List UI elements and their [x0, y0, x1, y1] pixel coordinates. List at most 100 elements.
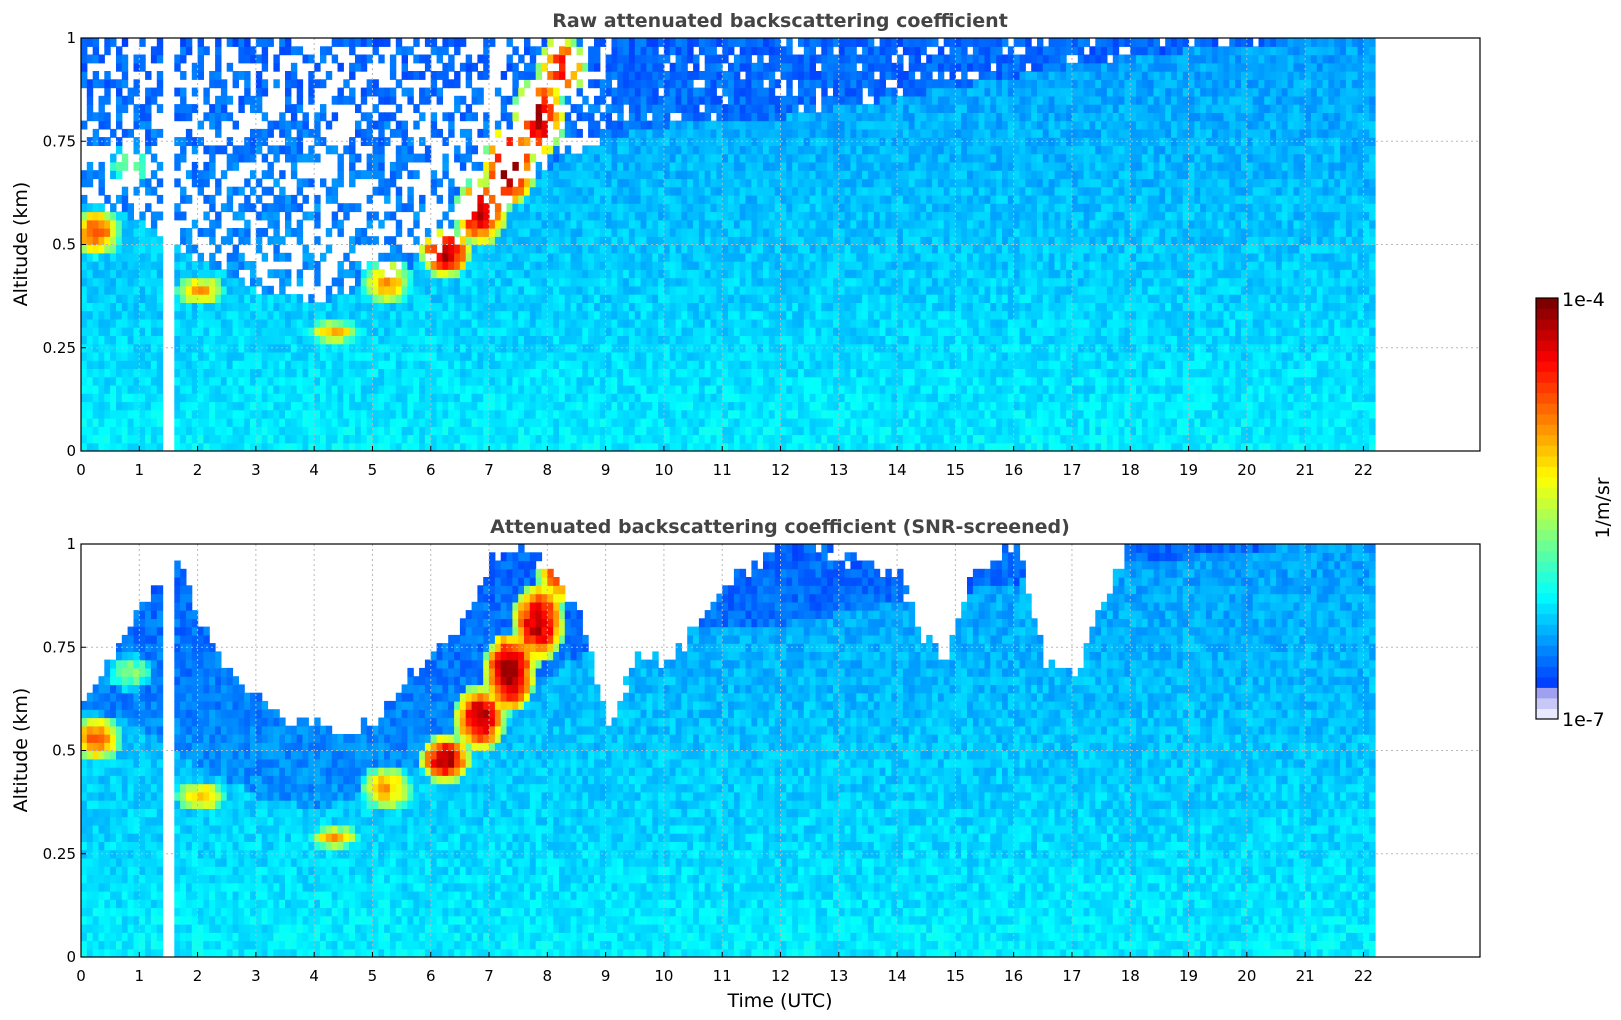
- heatmap-cell: [308, 360, 315, 369]
- heatmap-cell: [238, 38, 245, 47]
- heatmap-cell: [185, 409, 193, 419]
- heatmap-cell: [809, 294, 816, 303]
- heatmap-cell: [687, 384, 694, 394]
- heatmap-cell: [471, 384, 478, 394]
- heatmap-cell: [471, 335, 478, 345]
- heatmap-cell: [477, 409, 484, 419]
- heatmap-cell: [459, 38, 467, 47]
- heatmap-cell: [518, 426, 525, 436]
- heatmap-cell: [570, 351, 577, 361]
- heatmap-cell: [116, 219, 123, 229]
- heatmap-cell: [774, 120, 782, 130]
- heatmap-cell: [442, 38, 449, 47]
- heatmap-cell: [623, 95, 630, 105]
- heatmap-cell: [372, 277, 379, 287]
- heatmap-cell: [372, 285, 379, 295]
- heatmap-cell: [372, 368, 379, 378]
- heatmap-cell: [768, 95, 776, 105]
- heatmap-cell: [331, 384, 339, 394]
- heatmap-cell: [389, 409, 397, 419]
- heatmap-cell: [185, 46, 193, 56]
- heatmap-cell: [133, 228, 140, 237]
- heatmap-cell: [267, 418, 274, 427]
- heatmap-cell: [232, 393, 239, 403]
- heatmap-cell: [145, 71, 152, 80]
- heatmap-cell: [209, 145, 216, 155]
- heatmap-cell: [244, 302, 251, 312]
- heatmap-cell: [343, 95, 350, 105]
- heatmap-cell: [553, 54, 560, 64]
- heatmap-cell: [436, 219, 443, 229]
- heatmap-cell: [733, 87, 741, 97]
- heatmap-cell: [325, 228, 333, 237]
- heatmap-cell: [652, 79, 659, 89]
- heatmap-cell: [220, 426, 228, 436]
- heatmap-cell: [803, 153, 811, 163]
- heatmap-cell: [407, 194, 414, 204]
- heatmap-cell: [86, 161, 94, 171]
- heatmap-cell: [436, 46, 443, 56]
- heatmap-cell: [185, 285, 193, 295]
- heatmap-cell: [494, 153, 502, 163]
- heatmap-cell: [704, 376, 712, 386]
- heatmap-cell: [226, 409, 234, 419]
- heatmap-cell: [792, 442, 799, 451]
- heatmap-cell: [121, 294, 129, 303]
- heatmap-cell: [611, 62, 618, 72]
- heatmap-cell: [518, 228, 525, 237]
- heatmap-cell: [786, 46, 793, 56]
- heatmap-cell: [646, 161, 653, 171]
- heatmap-cell: [576, 368, 583, 378]
- heatmap-cell: [255, 104, 263, 113]
- heatmap-cell: [564, 79, 572, 89]
- heatmap-cell: [628, 54, 636, 64]
- heatmap-cell: [314, 418, 321, 427]
- heatmap-cell: [792, 203, 799, 213]
- heatmap-cell: [360, 228, 368, 237]
- heatmap-cell: [308, 302, 315, 312]
- heatmap-cell: [355, 277, 362, 287]
- heatmap-cell: [652, 120, 659, 130]
- heatmap-cell: [792, 343, 799, 353]
- heatmap-cell: [215, 95, 222, 105]
- heatmap-cell: [401, 401, 408, 411]
- heatmap-cell: [156, 79, 164, 89]
- heatmap-cell: [768, 128, 776, 138]
- heatmap-cell: [360, 368, 368, 378]
- heatmap-cell: [215, 38, 222, 47]
- heatmap-cell: [663, 38, 671, 47]
- heatmap-cell: [442, 46, 449, 56]
- heatmap-cell: [757, 335, 764, 345]
- heatmap-cell: [494, 442, 502, 451]
- heatmap-cell: [92, 368, 100, 378]
- heatmap-cell: [290, 71, 298, 80]
- heatmap-cell: [506, 318, 513, 328]
- heatmap-cell: [121, 343, 129, 353]
- heatmap-cell: [617, 46, 624, 56]
- heatmap-cell: [273, 79, 280, 89]
- heatmap-cell: [751, 153, 758, 163]
- heatmap-cell: [588, 54, 595, 64]
- heatmap-cell: [98, 302, 105, 312]
- heatmap-cell: [81, 79, 88, 89]
- heatmap-cell: [279, 112, 286, 122]
- heatmap-cell: [570, 261, 577, 270]
- heatmap-cell: [693, 302, 700, 312]
- heatmap-cell: [261, 38, 269, 47]
- heatmap-cell: [605, 236, 612, 246]
- heatmap-cell: [302, 252, 309, 262]
- heatmap-cell: [413, 360, 420, 369]
- heatmap-cell: [582, 219, 589, 229]
- heatmap-cell: [588, 318, 595, 328]
- heatmap-cell: [331, 219, 339, 229]
- heatmap-cell: [133, 401, 140, 411]
- heatmap-cell: [244, 409, 251, 419]
- heatmap-cell: [250, 418, 257, 427]
- heatmap-cell: [209, 79, 216, 89]
- heatmap-cell: [226, 161, 234, 171]
- heatmap-cell: [209, 442, 216, 451]
- heatmap-cell: [483, 401, 490, 411]
- heatmap-cell: [675, 170, 682, 180]
- heatmap-cell: [733, 384, 741, 394]
- heatmap-cell: [652, 236, 659, 246]
